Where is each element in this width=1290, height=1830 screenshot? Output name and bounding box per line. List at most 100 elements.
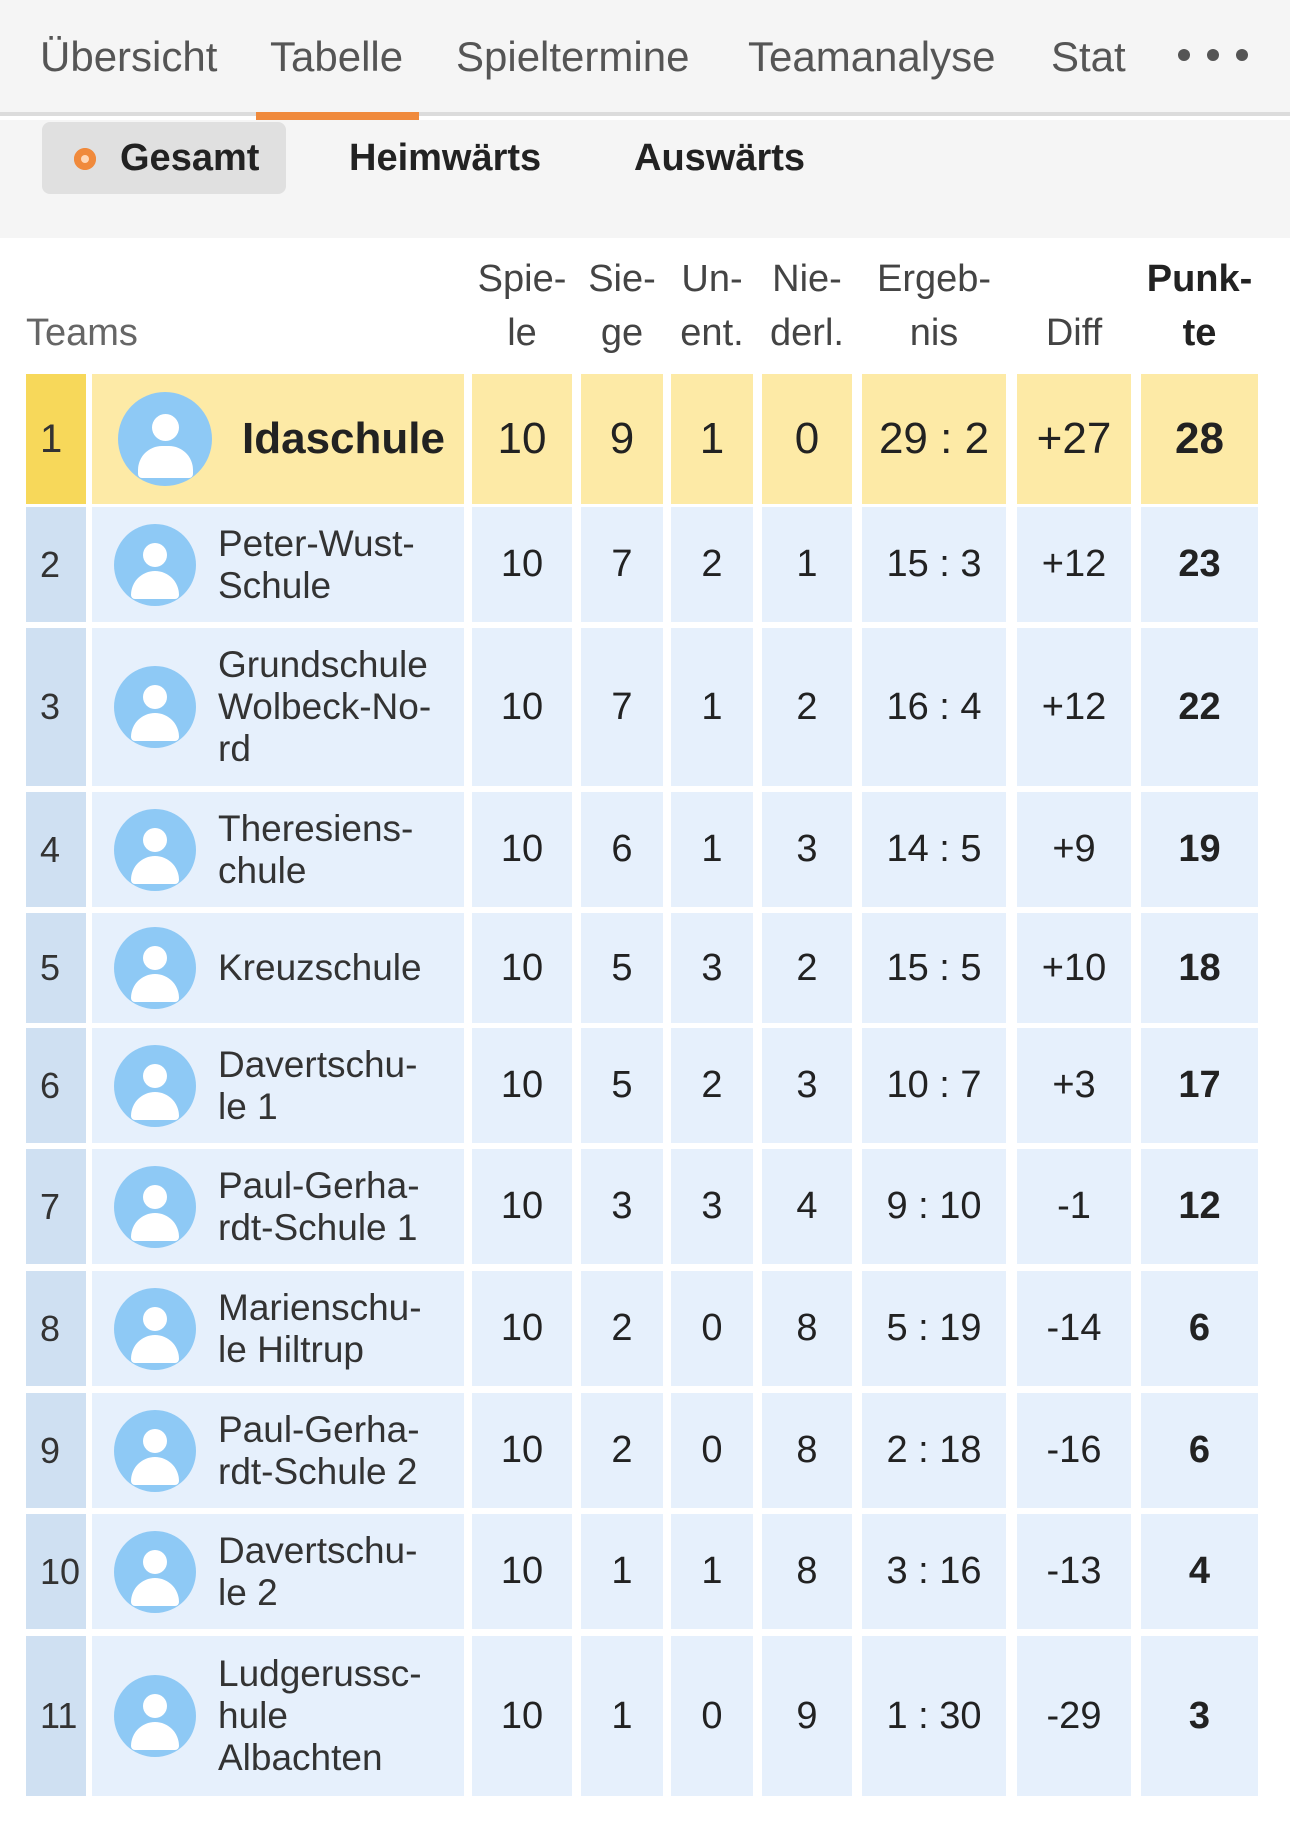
cell-ergebnis: 10 : 7 [862, 1028, 1006, 1143]
header-unent-line2: ent. [680, 312, 744, 354]
cell-unent: 2 [671, 507, 753, 622]
cell-niederl: 1 [762, 507, 852, 622]
team-name[interactable]: Davertschu- le 2 [218, 1530, 418, 1613]
cell-niederl: 3 [762, 1028, 852, 1143]
cell-team: Davertschu- le 2 [92, 1514, 464, 1629]
team-name[interactable]: Peter-Wust- Schule [218, 523, 415, 606]
tab-spieltermine[interactable]: Spieltermine [456, 33, 690, 80]
header-ergebnis[interactable]: Ergeb- nis [862, 252, 1006, 360]
header-spiele[interactable]: Spie- le [472, 252, 572, 360]
tab-teamanalyse[interactable]: Teamanalyse [748, 33, 996, 80]
cell-diff: -1 [1017, 1149, 1131, 1264]
cell-team: Idaschule [92, 374, 464, 504]
team-name[interactable]: Grundschule Wolbeck-No- rd [218, 644, 432, 769]
cell-spiele: 10 [472, 1636, 572, 1796]
cell-team: Davertschu- le 1 [92, 1028, 464, 1143]
tab-stat[interactable]: Stat [1051, 33, 1126, 80]
table-row[interactable]: 9 Paul-Gerha- rdt-Schule 2 10 2 0 8 2 : 18 -16 6 [26, 1393, 1258, 1508]
header-unent[interactable]: Un- ent. [671, 252, 753, 360]
more-horizontal-icon[interactable] [1178, 48, 1248, 62]
selected-dot-icon [74, 148, 96, 170]
team-name[interactable]: Theresiens- chule [218, 808, 414, 891]
table-row[interactable]: 6 Davertschu- le 1 10 5 2 3 10 : 7 +3 17 [26, 1028, 1258, 1143]
tab-uebersicht[interactable]: Übersicht [40, 33, 218, 80]
table-row[interactable]: 7 Paul-Gerha- rdt-Schule 1 10 3 3 4 9 : 10 -1 12 [26, 1149, 1258, 1264]
header-siege-line1: Sie- [588, 258, 656, 300]
cell-team: Paul-Gerha- rdt-Schule 1 [92, 1149, 464, 1264]
team-name[interactable]: Paul-Gerha- rdt-Schule 1 [218, 1165, 420, 1248]
header-niederl-line2: derl. [770, 312, 844, 354]
table-row[interactable]: 10 Davertschu- le 2 10 1 1 8 3 : 16 -13 4 [26, 1514, 1258, 1629]
cell-rank: 4 [26, 792, 86, 907]
team-avatar-icon [114, 927, 196, 1009]
cell-unent: 0 [671, 1393, 753, 1508]
cell-team: Theresiens- chule [92, 792, 464, 907]
cell-rank: 9 [26, 1393, 86, 1508]
cell-spiele: 10 [472, 792, 572, 907]
table-row[interactable]: 11 Ludgerussc- hule Albachten 10 1 0 9 1 : 30-… [26, 1636, 1258, 1796]
filter-bar: Gesamt Heimwärts Auswärts [0, 120, 1290, 238]
cell-team: Paul-Gerha- rdt-Schule 2 [92, 1393, 464, 1508]
table-row[interactable]: 1 Idaschule 10 9 1 0 29 : 2 +27 28 [26, 374, 1258, 504]
filter-gesamt-label: Gesamt [120, 137, 260, 179]
cell-ergebnis: 29 : 2 [862, 374, 1006, 504]
table-row[interactable]: 2 Peter-Wust- Schule 10 7 2 1 15 : 3 +12 23 [26, 507, 1258, 622]
cell-diff: +12 [1017, 507, 1131, 622]
header-punkte[interactable]: Punk- te [1141, 252, 1258, 360]
cell-rank: 2 [26, 507, 86, 622]
cell-punkte: 28 [1141, 374, 1258, 504]
filter-auswaerts[interactable]: Auswärts [634, 137, 806, 179]
cell-spiele: 10 [472, 507, 572, 622]
cell-siege: 1 [581, 1636, 663, 1796]
team-avatar-icon [114, 1410, 196, 1492]
table-row[interactable]: 4 Theresiens- chule 10 6 1 3 14 : 5 +9 19 [26, 792, 1258, 907]
cell-niederl: 8 [762, 1393, 852, 1508]
filter-heimwaerts[interactable]: Heimwärts [349, 137, 542, 179]
cell-ergebnis: 14 : 5 [862, 792, 1006, 907]
cell-siege: 5 [581, 1028, 663, 1143]
team-name[interactable]: Kreuzschule [218, 947, 422, 988]
team-avatar-icon [114, 1675, 196, 1757]
cell-rank: 5 [26, 913, 86, 1023]
header-niederl[interactable]: Nie- derl. [762, 252, 852, 360]
cell-spiele: 10 [472, 628, 572, 786]
header-punkte-line2: te [1182, 312, 1217, 354]
cell-punkte: 6 [1141, 1271, 1258, 1386]
header-siege[interactable]: Sie- ge [581, 252, 663, 360]
table-row[interactable]: 8 Marienschu- le Hiltrup 10 2 0 8 5 : 19 -14 6 [26, 1271, 1258, 1386]
cell-niederl: 3 [762, 792, 852, 907]
team-avatar-icon [114, 809, 196, 891]
cell-punkte: 6 [1141, 1393, 1258, 1508]
cell-rank: 7 [26, 1149, 86, 1264]
header-diff[interactable]: Diff [1045, 312, 1103, 354]
cell-team: Kreuzschule [92, 913, 464, 1023]
filter-gesamt[interactable]: Gesamt [42, 122, 286, 194]
cell-spiele: 10 [472, 1514, 572, 1629]
team-name[interactable]: Ludgerussc- hule Albachten [218, 1653, 422, 1778]
team-name[interactable]: Marienschu- le Hiltrup [218, 1287, 422, 1370]
team-name[interactable]: Idaschule [242, 414, 445, 463]
cell-ergebnis: 16 : 4 [862, 628, 1006, 786]
team-avatar-icon [114, 524, 196, 606]
cell-ergebnis: 5 : 19 [862, 1271, 1006, 1386]
cell-diff: -13 [1017, 1514, 1131, 1629]
cell-spiele: 10 [472, 1028, 572, 1143]
table-row[interactable]: 5 Kreuzschule 10 5 3 2 15 : 5 +10 18 [26, 913, 1258, 1023]
cell-ergebnis: 1 : 30 [862, 1636, 1006, 1796]
team-avatar-icon [118, 392, 212, 486]
cell-punkte: 23 [1141, 507, 1258, 622]
header-ergebnis-line1: Ergeb- [876, 258, 992, 300]
cell-siege: 3 [581, 1149, 663, 1264]
tab-tabelle[interactable]: Tabelle [255, 22, 420, 120]
cell-siege: 7 [581, 628, 663, 786]
cell-diff: +3 [1017, 1028, 1131, 1143]
table-row[interactable]: 3 Grundschule Wolbeck-No- rd 10 7 1 2 16 : 4 +1… [26, 628, 1258, 786]
team-name[interactable]: Paul-Gerha- rdt-Schule 2 [218, 1409, 420, 1492]
cell-diff: -14 [1017, 1271, 1131, 1386]
team-name[interactable]: Davertschu- le 1 [218, 1044, 418, 1127]
team-avatar-icon [114, 1166, 196, 1248]
cell-niederl: 2 [762, 913, 852, 1023]
cell-unent: 3 [671, 913, 753, 1023]
cell-niederl: 0 [762, 374, 852, 504]
header-punkte-line1: Punk- [1146, 258, 1253, 300]
